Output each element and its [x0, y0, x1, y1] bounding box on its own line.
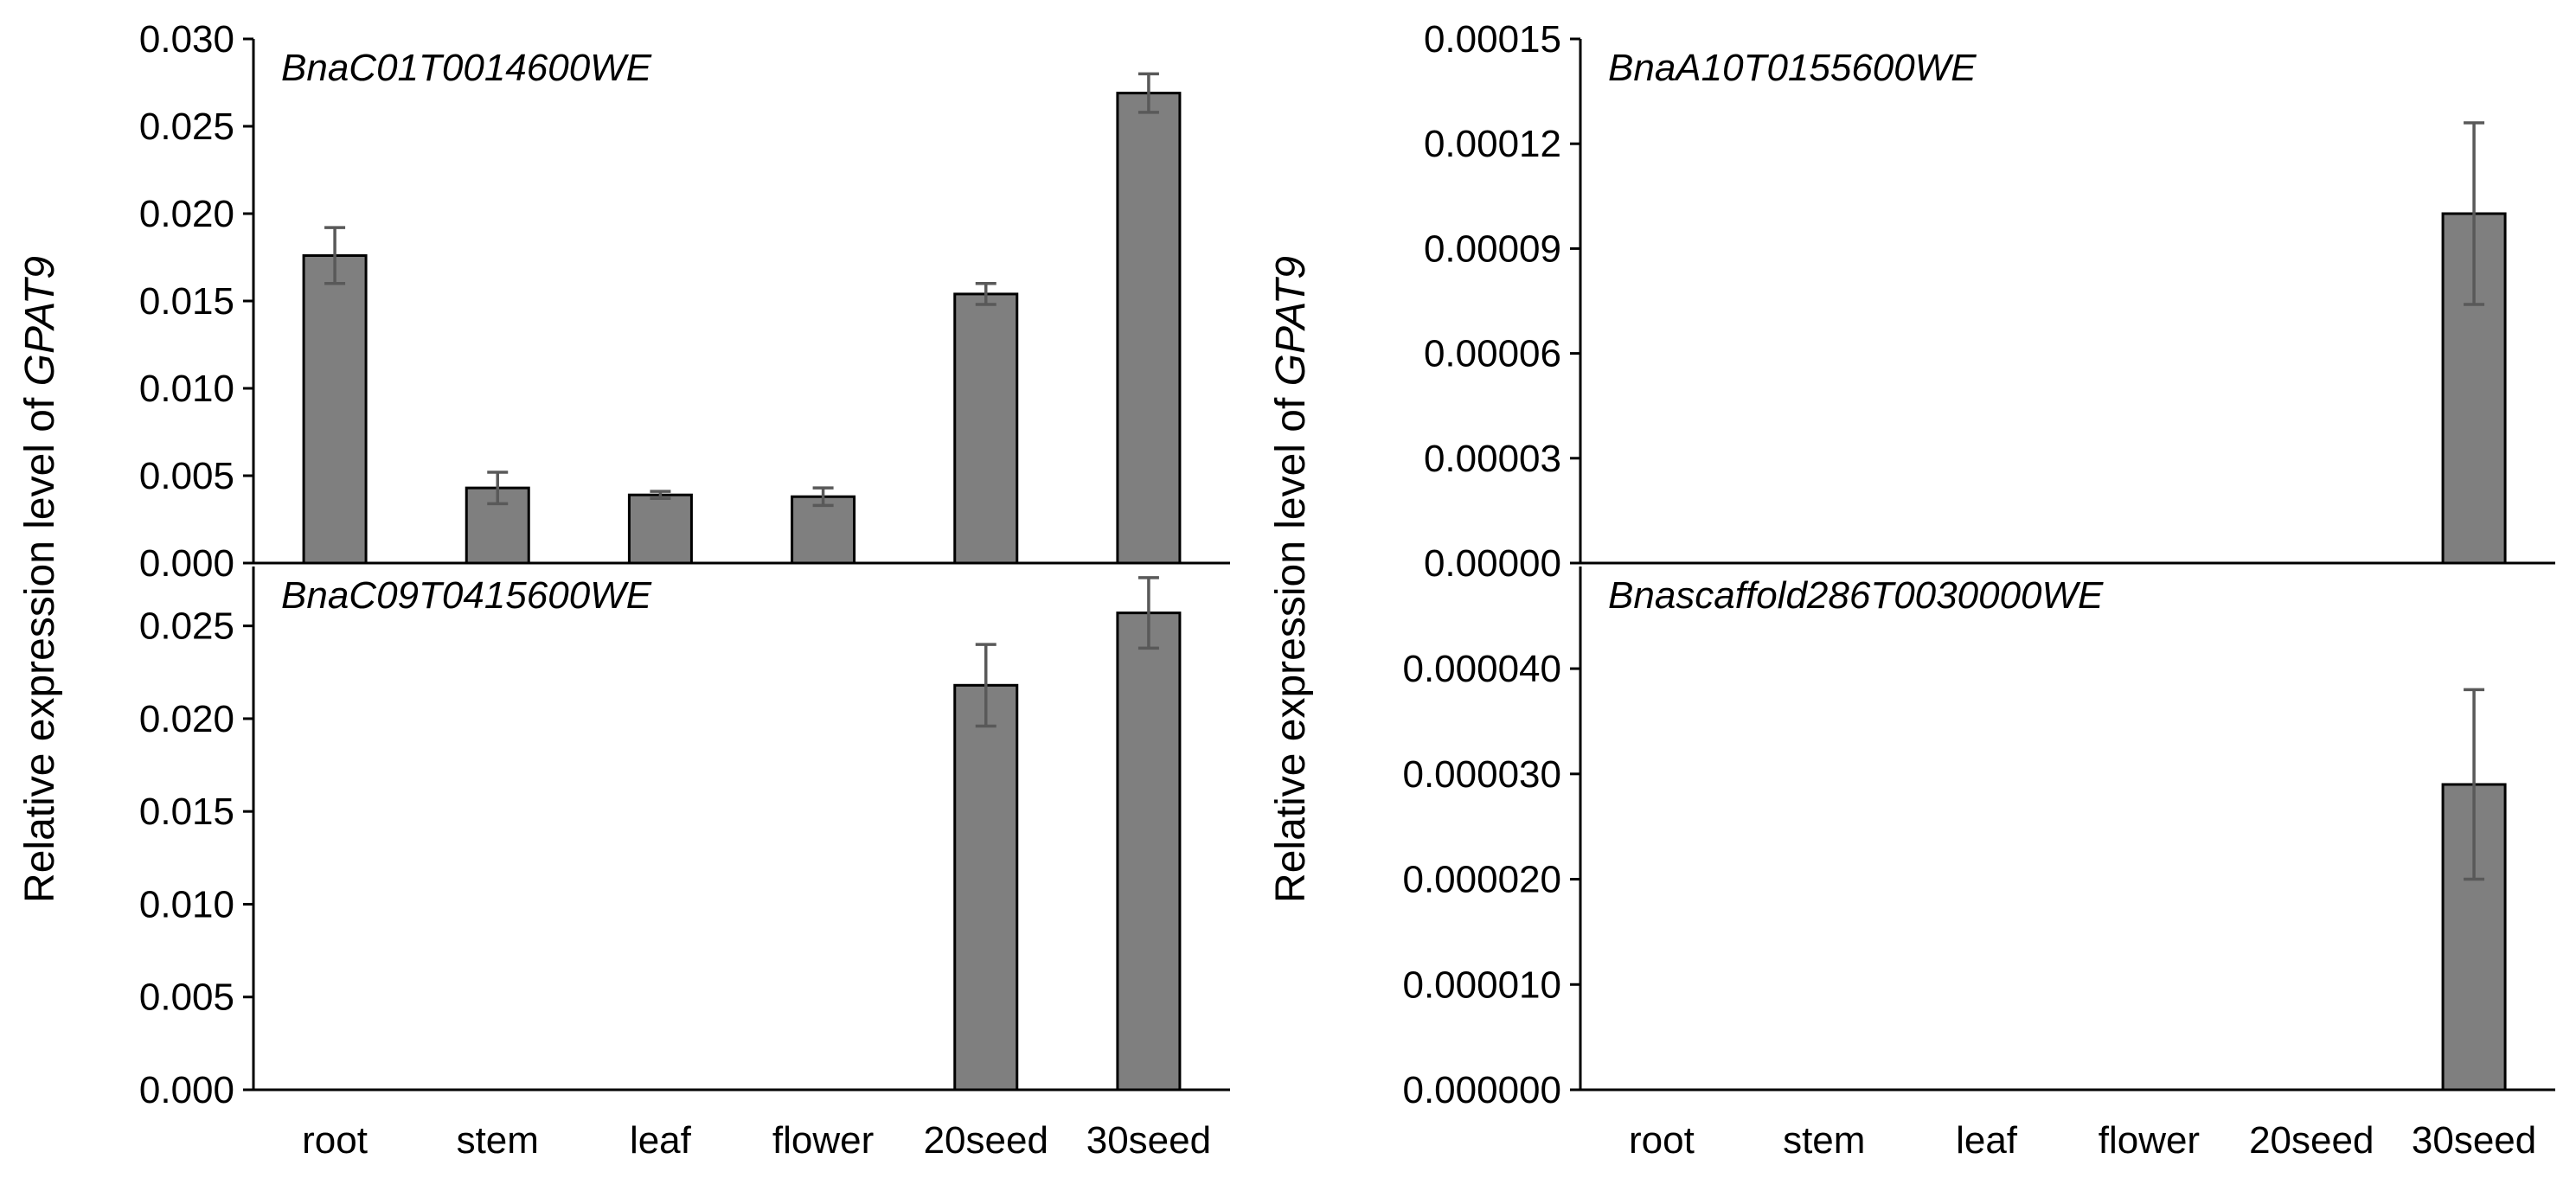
bar-leaf: [627, 493, 693, 565]
y-tick-label: 0.020: [139, 193, 234, 235]
panel-top-left: 0.000 0.005 0.010 0.015 0.020 0.025 0.030 BnaC0…: [139, 18, 1230, 585]
y-axis-label-right: Relative expression level of GPAT9: [1268, 256, 1314, 903]
svg-text:Relative expression level of G: Relative expression level of GPAT9: [17, 256, 63, 903]
panel-bottom-right: 0.000000 0.000010 0.000020 0.000030 0.000040…: [1402, 567, 2555, 1162]
error-bar-leaf: [650, 490, 671, 501]
y-tick-label: 0.000000: [1402, 1069, 1561, 1111]
x-tick-label-root: root: [1629, 1119, 1695, 1162]
y-tick-label: 0.005: [139, 455, 234, 497]
x-tick-label-leaf: leaf: [630, 1119, 692, 1162]
y-tick-label: 0.015: [139, 791, 234, 833]
x-tick-label-stem: stem: [457, 1119, 539, 1162]
panel-bottom-left: 0.000 0.005 0.010 0.015 0.020 0.025 BnaC09T041…: [139, 567, 1230, 1162]
y-tick-label: 0.000: [139, 1069, 234, 1111]
y-tick-label: 0.00015: [1424, 18, 1561, 61]
y-tick-label: 0.025: [139, 605, 234, 648]
x-tick-label-30seed: 30seed: [1086, 1119, 1211, 1162]
panel-title: BnaC09T0415600WE: [281, 574, 652, 617]
bar-30seed: [1116, 611, 1182, 1092]
y-tick-label: 0.00000: [1424, 542, 1561, 585]
y-tick-label: 0.00003: [1424, 438, 1561, 480]
y-tick-label: 0.025: [139, 106, 234, 148]
x-tick-label-flower: flower: [2099, 1119, 2200, 1162]
error-bar-stem: [487, 471, 509, 506]
x-tick-label-20seed: 20seed: [2249, 1119, 2374, 1162]
bar-30seed: [1116, 92, 1182, 565]
y-tick-label: 0.000: [139, 542, 234, 585]
y-axis-label-gene: GPAT9: [1268, 256, 1314, 386]
y-tick-label: 0.000020: [1402, 859, 1561, 901]
y-axis-label-prefix: Relative expression level of: [1268, 386, 1314, 903]
svg-text:Relative expression level of G: Relative expression level of GPAT9: [1268, 256, 1314, 903]
x-tick-label-30seed: 30seed: [2412, 1119, 2536, 1162]
panel-title: Bnascaffold286T0030000WE: [1608, 574, 2104, 617]
y-tick-label: 0.015: [139, 280, 234, 323]
y-axis-label-gene: GPAT9: [17, 256, 63, 386]
y-axis-label-left: Relative expression level of GPAT9: [17, 256, 63, 903]
bar-20seed: [953, 683, 1019, 1092]
x-tick-label-stem: stem: [1783, 1119, 1865, 1162]
bar-20seed: [953, 292, 1019, 565]
y-tick-label: 0.00006: [1424, 333, 1561, 375]
error-bar-30seed: [2464, 121, 2485, 306]
x-tick-label-flower: flower: [772, 1119, 874, 1162]
error-bar-20seed: [975, 282, 996, 306]
panel-title: BnaA10T0155600WE: [1608, 47, 1977, 89]
panel-title: BnaC01T0014600WE: [281, 47, 652, 89]
y-tick-label: 0.005: [139, 976, 234, 1019]
y-tick-label: 0.000030: [1402, 753, 1561, 796]
error-bar-flower: [812, 486, 834, 508]
error-bar-30seed: [1137, 576, 1159, 650]
x-tick-label-20seed: 20seed: [924, 1119, 1048, 1162]
y-tick-label: 0.010: [139, 368, 234, 410]
x-tick-label-leaf: leaf: [1956, 1119, 2018, 1162]
x-tick-label-root: root: [302, 1119, 368, 1162]
y-tick-label: 0.00012: [1424, 123, 1561, 165]
y-axis-label-prefix: Relative expression level of: [17, 386, 63, 903]
y-tick-label: 0.020: [139, 698, 234, 740]
panel-top-right: 0.00000 0.00003 0.00006 0.00009 0.00012 0.000…: [1424, 18, 2555, 585]
y-tick-label: 0.000010: [1402, 964, 1561, 1006]
bar-root: [302, 253, 368, 565]
error-bar-20seed: [975, 643, 996, 728]
error-bar-root: [324, 226, 346, 285]
y-tick-label: 0.000040: [1402, 648, 1561, 690]
y-tick-label: 0.010: [139, 883, 234, 925]
y-tick-label: 0.00009: [1424, 227, 1561, 270]
error-bar-30seed: [1137, 72, 1159, 114]
y-tick-label: 0.030: [139, 18, 234, 61]
error-bar-30seed: [2464, 688, 2485, 881]
